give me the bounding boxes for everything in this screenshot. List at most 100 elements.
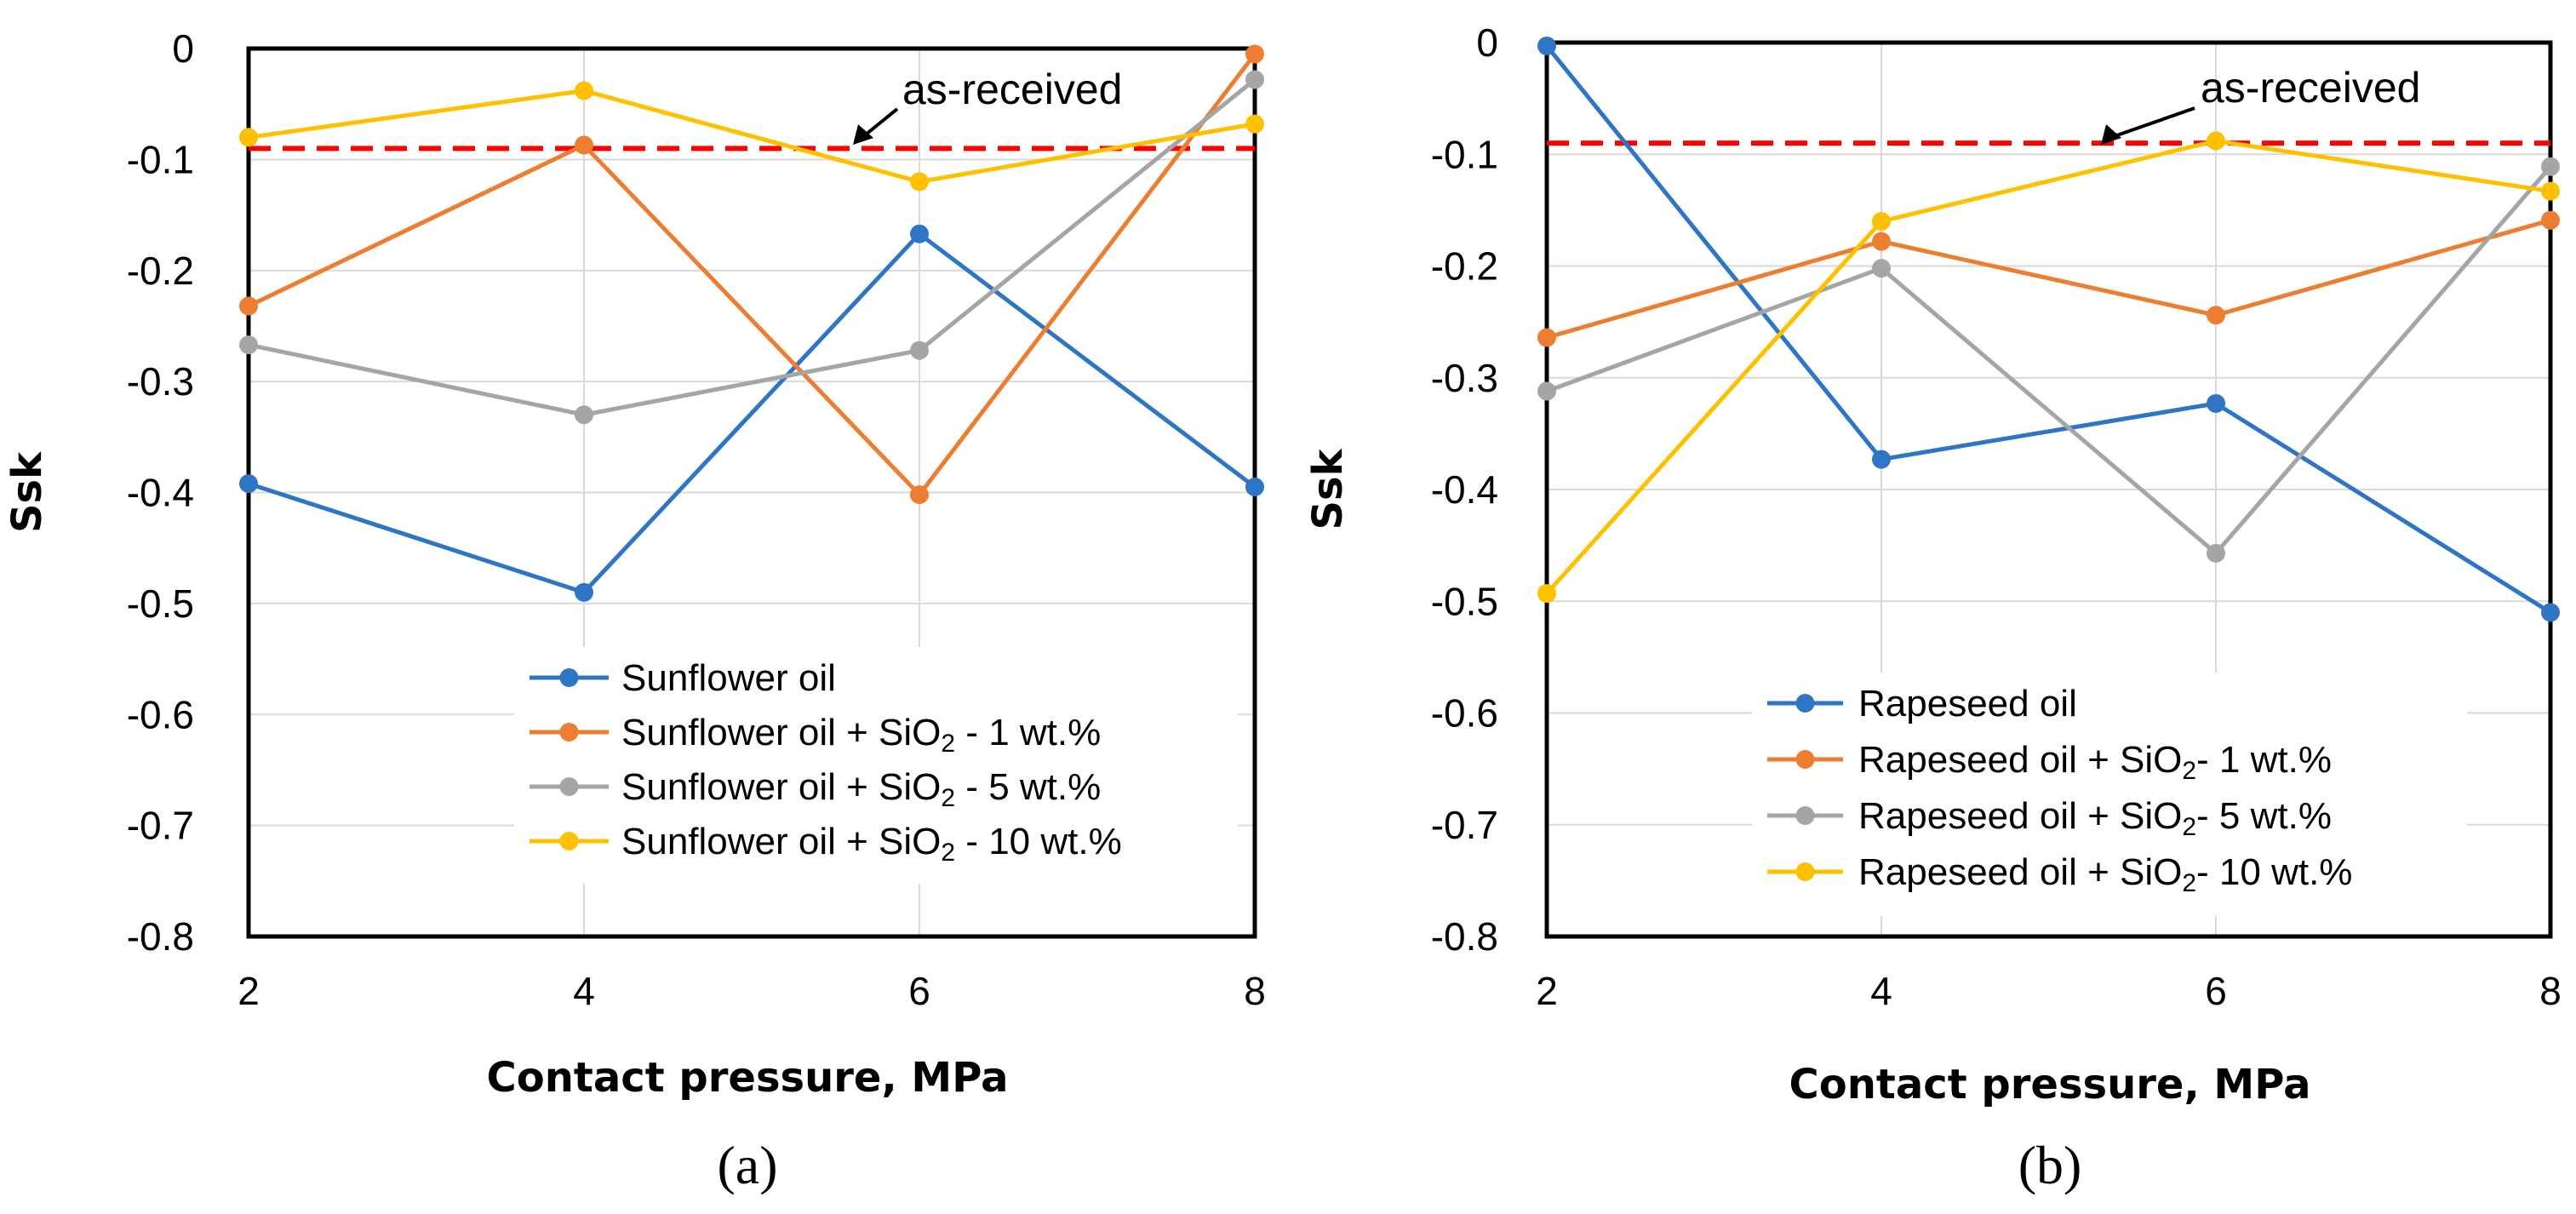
chart-b-data-point — [1872, 212, 1891, 231]
chart-b-series-line — [1546, 218, 2551, 340]
chart-a-legend-entry-tail: - 1 wt.% — [955, 712, 1101, 753]
chart-a-legend-swatch-marker — [559, 668, 579, 687]
chart-a-data-point — [910, 224, 929, 243]
chart-b-data-point — [2541, 181, 2560, 201]
chart-b-legend-swatch-marker — [1795, 806, 1815, 825]
chart-a-legend-entry-main: Sunflower oil — [621, 657, 836, 699]
chart-b-y-tick-label: -0.1 — [1431, 132, 1498, 176]
chart-b-data-point — [1537, 381, 1556, 401]
chart-a-y-tick-label: -0.6 — [127, 692, 194, 736]
chart-b-data-point — [1537, 36, 1556, 55]
chart-b-legend-entry-subscript: 2 — [2182, 813, 2196, 841]
chart-b-plot-frame — [1544, 40, 2553, 939]
chart-a-x-tick-label: 2 — [238, 969, 260, 1013]
chart-b-y-axis-title: Ssk — [1304, 448, 1352, 530]
chart-b-legend-entry-main: Rapeseed oil + SiO — [1858, 739, 2182, 781]
chart-b-series-0 — [1537, 36, 2560, 622]
chart-a-data-point — [910, 172, 929, 192]
chart-a-y-axis-title: Ssk — [3, 451, 51, 533]
chart-b-x-tick-label: 6 — [2205, 969, 2227, 1013]
chart-b-legend-entry-tail: - 5 wt.% — [2196, 795, 2332, 837]
chart-a-annotation-arrowhead — [853, 124, 873, 145]
chart-b-data-point — [2541, 210, 2560, 230]
chart-b-series-line — [1545, 44, 2552, 615]
chart-b-x-axis-title: Contact pressure, MPa — [1789, 1061, 2311, 1108]
chart-a-series-3 — [239, 81, 1264, 192]
chart-b-data-point — [1537, 328, 1556, 347]
chart-a-y-tick-label: -0.8 — [127, 914, 194, 959]
chart-a-y-tick-label: -0.7 — [127, 804, 194, 848]
chart-a-legend-entry-tail: - 5 wt.% — [955, 766, 1101, 808]
chart-a-series-line — [248, 232, 1257, 595]
chart-b-legend-entry-main: Rapeseed oil + SiO — [1858, 851, 2182, 893]
chart-a: 0 -0.1 -0.2 -0.3 -0.4 -0.5 -0.6 -0.7 -0.8 2 4 6 8 Con… — [3, 26, 1266, 1195]
chart-a-data-point — [1245, 114, 1264, 134]
chart-b-legend-swatch-marker — [1795, 750, 1815, 769]
chart-a-data-point — [910, 341, 929, 360]
chart-a-legend-entry: Sunflower oil + SiO2 - 5 wt.% — [621, 766, 1101, 812]
chart-b-y-tick-label: -0.4 — [1431, 467, 1498, 512]
chart-b-y-tick-label: -0.2 — [1431, 244, 1498, 289]
chart-a-legend-entry-main: Sunflower oil + SiO — [621, 712, 941, 753]
chart-a-data-point — [910, 485, 929, 505]
chart-a-data-point — [239, 296, 258, 316]
chart-b-panel-caption: (b) — [2018, 1135, 2082, 1195]
chart-a-series-line — [247, 53, 1257, 497]
chart-a-x-tick-label: 8 — [1244, 969, 1266, 1013]
chart-b-legend-entry: Rapeseed oil + SiO2- 10 wt.% — [1858, 851, 2352, 897]
chart-b-data-point — [2207, 306, 2225, 325]
chart-b-legend-entry-subscript: 2 — [2182, 869, 2196, 897]
chart-a-legend-entry-subscript: 2 — [941, 784, 955, 812]
chart-a-legend-entry-main: Sunflower oil + SiO — [621, 821, 941, 862]
chart-a-data-point — [239, 335, 258, 355]
chart-b-data-point — [1872, 259, 1891, 278]
chart-b-y-tick-label: -0.8 — [1431, 914, 1498, 959]
chart-a-x-axis-title: Contact pressure, MPa — [487, 1054, 1009, 1102]
chart-a-series-2 — [239, 70, 1264, 425]
chart-b-legend-entry-main: Rapeseed oil + SiO — [1858, 795, 2182, 837]
chart-b-y-tick-label: -0.6 — [1431, 691, 1498, 736]
chart-b-data-point — [1872, 450, 1891, 469]
chart-a-legend-entry-tail: - 10 wt.% — [955, 821, 1122, 862]
chart-a-x-tick-label: 4 — [573, 969, 595, 1013]
chart-b-series-1 — [1537, 210, 2560, 347]
chart-b-annotation-arrow — [2109, 106, 2195, 140]
chart-a-panel-caption: (a) — [717, 1135, 777, 1195]
chart-b-data-point — [2207, 543, 2225, 563]
chart-b-reference-annotation: as-received — [2201, 64, 2420, 112]
chart-a-y-tick-label: 0 — [172, 26, 194, 71]
chart-a-series-line — [248, 77, 1257, 417]
chart-b-data-point — [2207, 393, 2225, 413]
chart-b-data-point — [2541, 603, 2560, 622]
chart-a-data-point — [1245, 44, 1264, 64]
chart-b-data-point — [1872, 232, 1891, 251]
chart-a-series-1 — [239, 44, 1264, 505]
chart-b-series-line — [1545, 139, 2551, 595]
chart-b-legend-swatch-marker — [1795, 862, 1815, 881]
chart-b-series-3 — [1537, 131, 2560, 604]
chart-b-legend-entry: Rapeseed oil + SiO2- 1 wt.% — [1858, 739, 2332, 785]
chart-b-legend-entry-tail: - 1 wt.% — [2196, 739, 2332, 781]
chart-a-legend-entry-subscript: 2 — [941, 839, 955, 867]
chart-a-y-tick-label: -0.3 — [127, 359, 194, 404]
chart-b-legend-box — [1752, 673, 2467, 916]
chart-a-data-point — [1245, 477, 1264, 496]
chart-b-legend-entry: Rapeseed oil + SiO2- 5 wt.% — [1858, 795, 2332, 841]
chart-b-data-point — [2541, 157, 2560, 176]
chart-b-data-point — [2207, 131, 2225, 151]
chart-a-y-tick-label: -0.5 — [127, 581, 194, 626]
chart-b-x-tick-label: 8 — [2539, 969, 2562, 1013]
chart-b-data-point — [1537, 584, 1556, 604]
chart-a-legend-swatch-marker — [559, 832, 579, 850]
chart-b-y-tick-label: 0 — [1476, 20, 1498, 65]
chart-b-legend-entry-tail: - 10 wt.% — [2196, 851, 2352, 893]
chart-a-legend-swatch-marker — [559, 777, 579, 796]
chart-b: 0 -0.1 -0.2 -0.3 -0.4 -0.5 -0.6 -0.7 -0.8 2 4 6 8 Con… — [1304, 20, 2562, 1195]
chart-a-data-point — [575, 135, 593, 155]
chart-b-legend-entry-subscript: 2 — [2182, 757, 2196, 785]
chart-a-legend-swatch-marker — [559, 723, 579, 742]
chart-b-y-tick-label: -0.7 — [1431, 803, 1498, 847]
chart-a-legend-box — [514, 647, 1238, 884]
chart-a-series-0 — [239, 224, 1264, 602]
